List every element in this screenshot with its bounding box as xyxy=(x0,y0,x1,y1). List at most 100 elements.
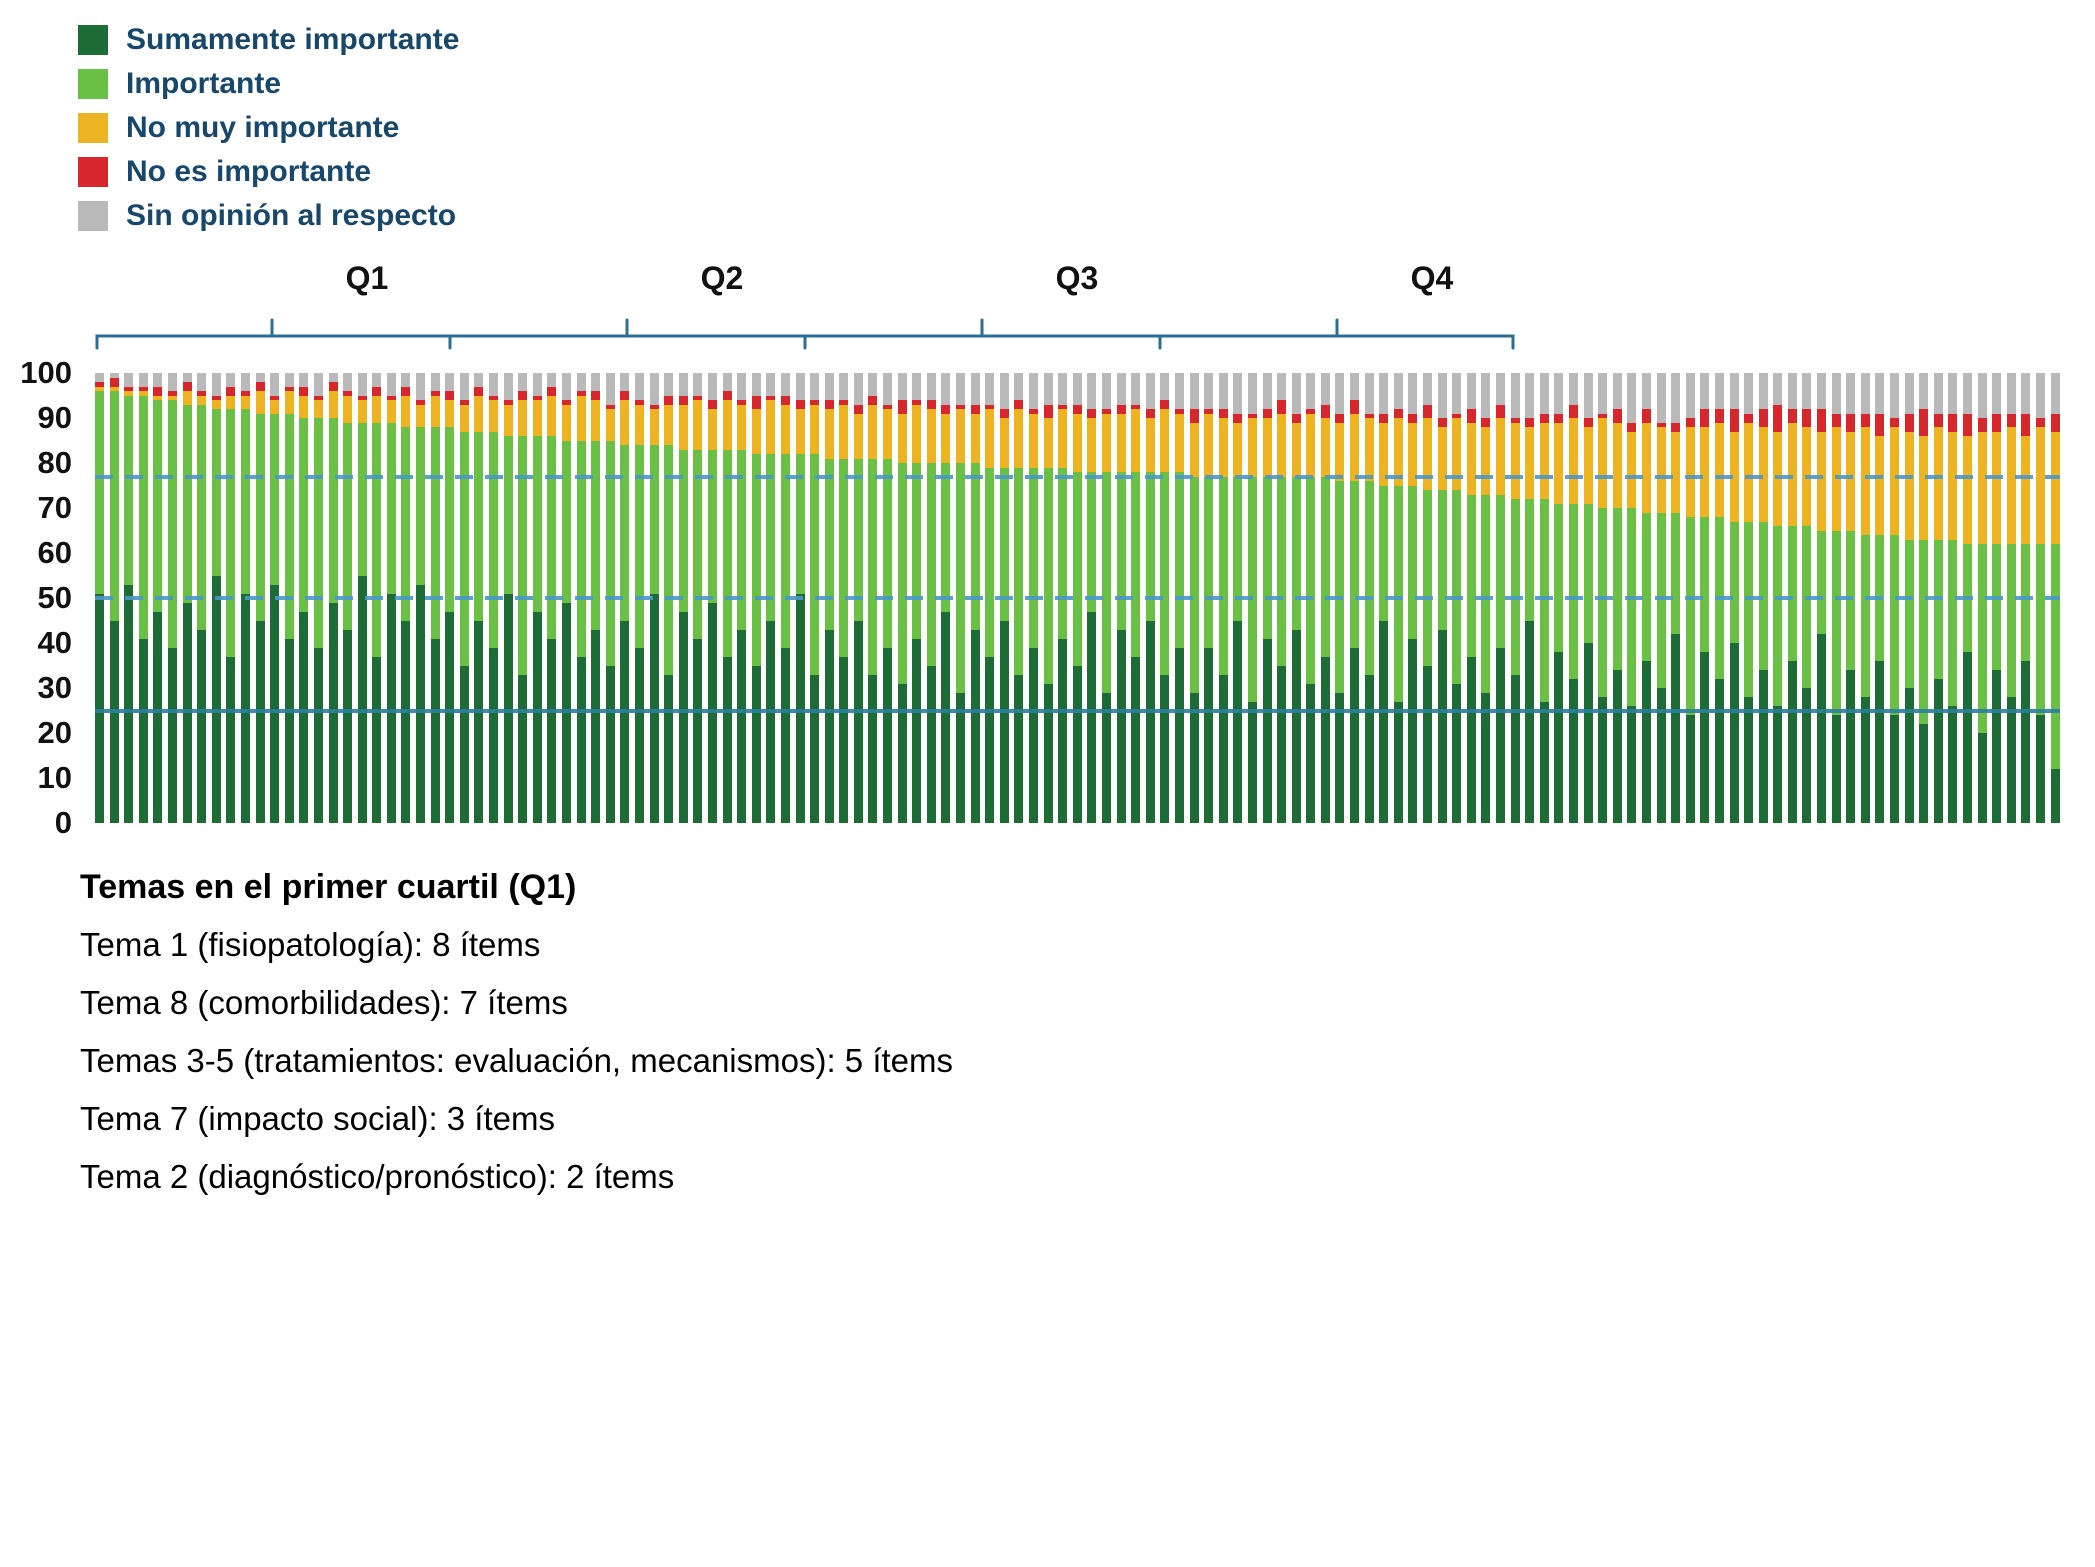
bar-segment-no-es-importante xyxy=(459,400,469,405)
bar-segment-sumamente-importante xyxy=(1700,652,1710,823)
bar-segment-no-muy-importante xyxy=(430,395,440,427)
legend-label: Sumamente importante xyxy=(126,23,460,56)
stacked-bar xyxy=(1685,373,1695,823)
bar-segment-sin-opini-n-al-respecto xyxy=(1058,373,1068,405)
bar-segment-importante xyxy=(532,436,542,612)
bar-segment-importante xyxy=(766,454,776,621)
bar-segment-sin-opini-n-al-respecto xyxy=(1817,373,1827,409)
stacked-bar xyxy=(1598,373,1608,823)
stacked-bar xyxy=(1963,373,1972,823)
bar-segment-sumamente-importante xyxy=(1058,638,1068,823)
bar-segment-sin-opini-n-al-respecto xyxy=(1364,373,1374,414)
bar-segment-importante xyxy=(926,463,936,666)
bar-segment-no-es-importante xyxy=(1058,404,1068,409)
stacked-bar xyxy=(824,373,834,823)
bar-segment-importante xyxy=(547,436,557,639)
bar-segment-importante xyxy=(1306,476,1316,684)
bar-segment-no-muy-importante xyxy=(1029,413,1038,468)
bar-segment-importante xyxy=(1714,517,1724,679)
legend-item: Importante xyxy=(78,62,459,106)
bar-segment-sin-opini-n-al-respecto xyxy=(1174,373,1184,409)
bar-segment-sumamente-importante xyxy=(518,674,528,823)
stacked-bar xyxy=(1408,373,1418,823)
bar-segment-sin-opini-n-al-respecto xyxy=(1247,373,1257,414)
bar-segment-no-muy-importante xyxy=(562,404,571,441)
bar-segment-importante xyxy=(591,440,601,630)
stacked-bar xyxy=(1510,373,1520,823)
stacked-bar xyxy=(1423,373,1433,823)
bar-segment-sumamente-importante xyxy=(1890,715,1900,823)
stacked-bar xyxy=(226,373,236,823)
bar-segment-sin-opini-n-al-respecto xyxy=(1043,373,1053,405)
bar-segment-importante xyxy=(649,445,659,594)
bar-segment-no-es-importante xyxy=(372,386,382,396)
bar-segment-sin-opini-n-al-respecto xyxy=(1802,373,1812,409)
bar-segment-no-muy-importante xyxy=(1714,422,1724,517)
stacked-bar xyxy=(1860,373,1870,823)
stacked-bar xyxy=(1131,373,1141,823)
bar-segment-sin-opini-n-al-respecto xyxy=(1554,373,1564,414)
bar-segment-no-es-importante xyxy=(1043,404,1053,418)
bar-segment-no-muy-importante xyxy=(693,400,703,450)
bar-segment-sumamente-importante xyxy=(1627,706,1637,823)
bar-segment-no-es-importante xyxy=(722,391,732,400)
legend-label: No es importante xyxy=(126,155,372,188)
bar-segment-no-muy-importante xyxy=(1058,409,1068,468)
stacked-bar xyxy=(1948,373,1958,823)
bar-segment-no-es-importante xyxy=(255,382,265,391)
bar-segment-sumamente-importante xyxy=(868,674,878,823)
bar-segment-importante xyxy=(1379,485,1389,621)
stacked-bar xyxy=(1554,373,1564,823)
caption: Temas en el primer cuartil (Q1) Tema 1 (… xyxy=(80,858,1880,1206)
bar-segment-no-muy-importante xyxy=(167,395,177,400)
stacked-bar xyxy=(1481,373,1491,823)
bar-segment-importante xyxy=(956,463,966,693)
bar-segment-sin-opini-n-al-respecto xyxy=(328,373,338,382)
legend-swatch-importante xyxy=(78,69,108,99)
bar-segment-no-es-importante xyxy=(1919,409,1929,436)
stacked-bar xyxy=(138,373,148,823)
bar-segment-no-es-importante xyxy=(1160,400,1170,409)
y-tick: 20 xyxy=(37,715,72,750)
bar-segment-importante xyxy=(167,400,177,648)
bar-segment-no-muy-importante xyxy=(1014,409,1024,468)
bar-segment-sin-opini-n-al-respecto xyxy=(1379,373,1389,414)
bar-segment-no-muy-importante xyxy=(240,395,250,409)
stacked-bar xyxy=(751,373,761,823)
bar-segment-no-es-importante xyxy=(1700,409,1710,427)
bar-segment-importante xyxy=(313,418,323,648)
bar-segment-importante xyxy=(1087,472,1097,612)
stacked-bar xyxy=(1977,373,1987,823)
bar-segment-no-muy-importante xyxy=(518,400,528,436)
bar-segment-sin-opini-n-al-respecto xyxy=(503,373,513,400)
bar-segment-no-muy-importante xyxy=(328,391,338,418)
y-tick: 70 xyxy=(37,490,72,525)
bar-segment-importante xyxy=(1423,490,1433,666)
bar-segment-sin-opini-n-al-respecto xyxy=(1116,373,1126,405)
caption-line: Temas 3-5 (tratamientos: evaluación, mec… xyxy=(80,1042,954,1079)
bar-segment-sumamente-importante xyxy=(386,593,396,823)
bar-segment-sumamente-importante xyxy=(664,674,674,823)
legend-swatch-no-es-importante xyxy=(78,157,108,187)
stacked-bar xyxy=(839,373,849,823)
bar-segment-sin-opini-n-al-respecto xyxy=(1685,373,1695,418)
bar-segment-importante xyxy=(1262,476,1272,639)
bar-segment-importante xyxy=(1101,472,1111,693)
bar-segment-sin-opini-n-al-respecto xyxy=(284,373,294,387)
bar-segment-no-muy-importante xyxy=(1393,418,1403,486)
stacked-bar xyxy=(328,373,338,823)
bar-segment-sin-opini-n-al-respecto xyxy=(795,373,805,400)
bar-segment-sumamente-importante xyxy=(1568,679,1578,823)
bar-segment-no-es-importante xyxy=(766,395,776,400)
bar-segment-sumamente-importante xyxy=(1875,661,1885,823)
bar-segment-no-muy-importante xyxy=(956,409,966,463)
bar-segment-no-muy-importante xyxy=(1948,431,1958,540)
stacked-bar xyxy=(1612,373,1622,823)
stacked-bar xyxy=(1568,373,1578,823)
bar-segment-sin-opini-n-al-respecto xyxy=(372,373,382,387)
bar-segment-no-es-importante xyxy=(795,400,805,409)
bar-segment-sin-opini-n-al-respecto xyxy=(634,373,644,400)
bar-segment-no-muy-importante xyxy=(824,409,834,459)
bar-segment-sumamente-importante xyxy=(1817,634,1827,823)
bar-segment-sumamente-importante xyxy=(1744,697,1754,823)
